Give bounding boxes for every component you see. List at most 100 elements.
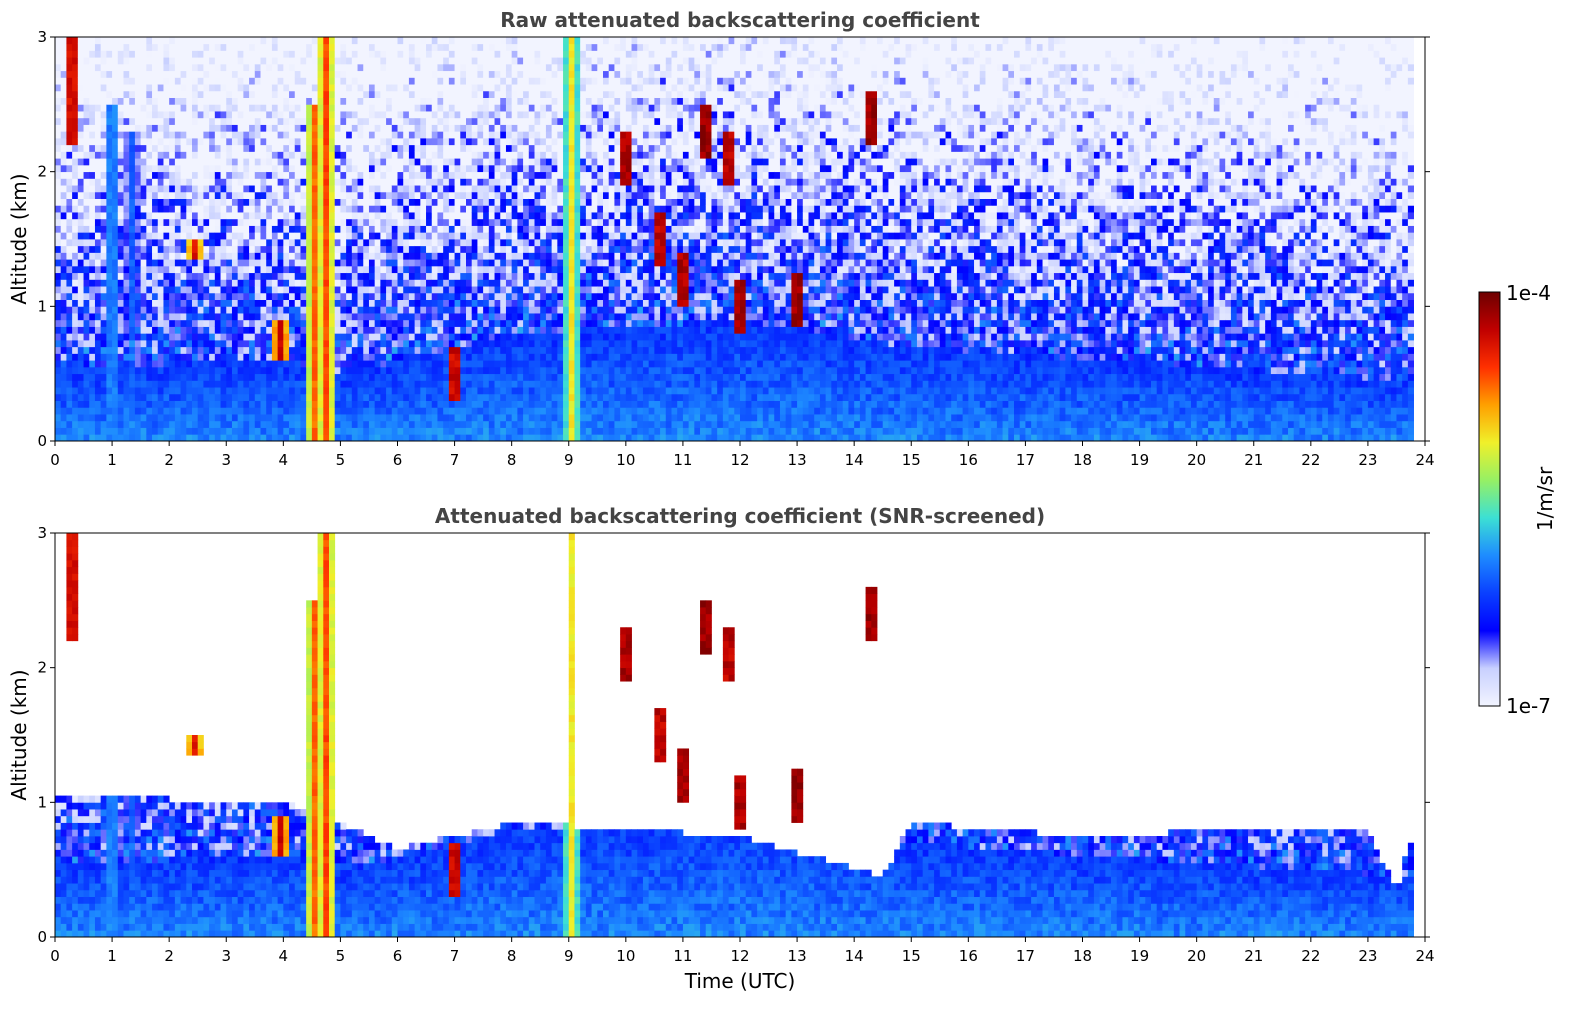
heatmap-cell bbox=[306, 374, 312, 381]
heatmap-cell bbox=[249, 84, 255, 91]
heatmap-cell bbox=[106, 394, 112, 401]
heatmap-cell bbox=[283, 266, 289, 273]
heatmap-cell bbox=[312, 226, 318, 233]
heatmap-cell bbox=[243, 232, 249, 239]
heatmap-cell bbox=[380, 185, 386, 192]
heatmap-cell bbox=[375, 367, 381, 374]
heatmap-cell bbox=[221, 91, 227, 98]
heatmap-cell bbox=[443, 293, 449, 300]
heatmap-cell bbox=[272, 71, 278, 78]
heatmap-cell bbox=[124, 212, 130, 219]
heatmap-cell bbox=[55, 64, 61, 71]
heatmap-cell bbox=[215, 279, 221, 286]
heatmap-cell bbox=[181, 57, 187, 64]
heatmap-cell bbox=[312, 50, 318, 57]
heatmap-cell bbox=[249, 212, 255, 219]
heatmap-cell bbox=[420, 178, 426, 185]
heatmap-cell bbox=[403, 44, 409, 51]
heatmap-cell bbox=[460, 367, 466, 374]
heatmap-cell bbox=[89, 205, 95, 212]
heatmap-cell bbox=[232, 118, 238, 125]
heatmap-cell bbox=[300, 151, 306, 158]
heatmap-cell bbox=[369, 111, 375, 118]
heatmap-cell bbox=[266, 84, 272, 91]
heatmap-cell bbox=[340, 118, 346, 125]
heatmap-cell bbox=[392, 84, 398, 91]
heatmap-cell bbox=[232, 327, 238, 334]
heatmap-cell bbox=[409, 380, 415, 387]
heatmap-cell bbox=[409, 374, 415, 381]
heatmap-cell bbox=[169, 178, 175, 185]
heatmap-cell bbox=[415, 205, 421, 212]
heatmap-cell bbox=[198, 226, 204, 233]
heatmap-cell bbox=[506, 151, 512, 158]
heatmap-cell bbox=[255, 320, 261, 327]
heatmap-cell bbox=[386, 192, 392, 199]
heatmap-cell bbox=[124, 199, 130, 206]
heatmap-cell bbox=[472, 353, 478, 360]
heatmap-cell bbox=[146, 165, 152, 172]
heatmap-cell bbox=[95, 340, 101, 347]
heatmap-cell bbox=[181, 347, 187, 354]
heatmap-cell bbox=[221, 151, 227, 158]
heatmap-cell bbox=[163, 380, 169, 387]
heatmap-cell bbox=[66, 212, 72, 219]
heatmap-cell bbox=[232, 138, 238, 145]
heatmap-cell bbox=[386, 407, 392, 414]
heatmap-cell bbox=[249, 421, 255, 428]
heatmap-cell bbox=[118, 232, 124, 239]
heatmap-cell bbox=[226, 333, 232, 340]
heatmap-cell bbox=[295, 306, 301, 313]
heatmap-cell bbox=[169, 199, 175, 206]
heatmap-cell bbox=[61, 151, 67, 158]
heatmap-cell bbox=[392, 414, 398, 421]
heatmap-cell bbox=[495, 374, 501, 381]
heatmap-cell bbox=[289, 320, 295, 327]
heatmap-cell bbox=[358, 407, 364, 414]
heatmap-cell bbox=[318, 185, 324, 192]
heatmap-cell bbox=[135, 259, 141, 266]
heatmap-cell bbox=[255, 394, 261, 401]
heatmap-cell bbox=[472, 266, 478, 273]
heatmap-cell bbox=[129, 145, 135, 152]
heatmap-cell bbox=[312, 360, 318, 367]
heatmap-cell bbox=[186, 37, 192, 44]
heatmap-cell bbox=[101, 178, 107, 185]
heatmap-cell bbox=[420, 252, 426, 259]
heatmap-cell bbox=[243, 266, 249, 273]
heatmap-cell bbox=[375, 118, 381, 125]
heatmap-cell bbox=[203, 340, 209, 347]
heatmap-cell bbox=[489, 401, 495, 408]
heatmap-cell bbox=[306, 185, 312, 192]
heatmap-cell bbox=[437, 327, 443, 334]
heatmap-cell bbox=[255, 434, 261, 441]
heatmap-cell bbox=[340, 98, 346, 105]
heatmap-cell bbox=[203, 158, 209, 165]
heatmap-cell bbox=[272, 178, 278, 185]
heatmap-cell bbox=[443, 428, 449, 435]
heatmap-cell bbox=[135, 421, 141, 428]
heatmap-cell bbox=[472, 414, 478, 421]
heatmap-cell bbox=[66, 394, 72, 401]
heatmap-cell bbox=[101, 313, 107, 320]
heatmap-cell bbox=[358, 239, 364, 246]
heatmap-cell bbox=[272, 320, 278, 327]
heatmap-cell bbox=[192, 104, 198, 111]
heatmap-cell bbox=[300, 165, 306, 172]
heatmap-cell bbox=[152, 64, 158, 71]
heatmap-cell bbox=[289, 172, 295, 179]
heatmap-cell bbox=[283, 91, 289, 98]
heatmap-cell bbox=[261, 428, 267, 435]
heatmap-cell bbox=[238, 333, 244, 340]
heatmap-cell bbox=[426, 151, 432, 158]
heatmap-cell bbox=[101, 165, 107, 172]
heatmap-cell bbox=[129, 98, 135, 105]
heatmap-cell bbox=[289, 353, 295, 360]
heatmap-cell bbox=[449, 64, 455, 71]
heatmap-cell bbox=[352, 125, 358, 132]
heatmap-cell bbox=[89, 360, 95, 367]
heatmap-cell bbox=[175, 353, 181, 360]
heatmap-cell bbox=[78, 434, 84, 441]
heatmap-cell bbox=[203, 360, 209, 367]
heatmap-cell bbox=[306, 327, 312, 334]
